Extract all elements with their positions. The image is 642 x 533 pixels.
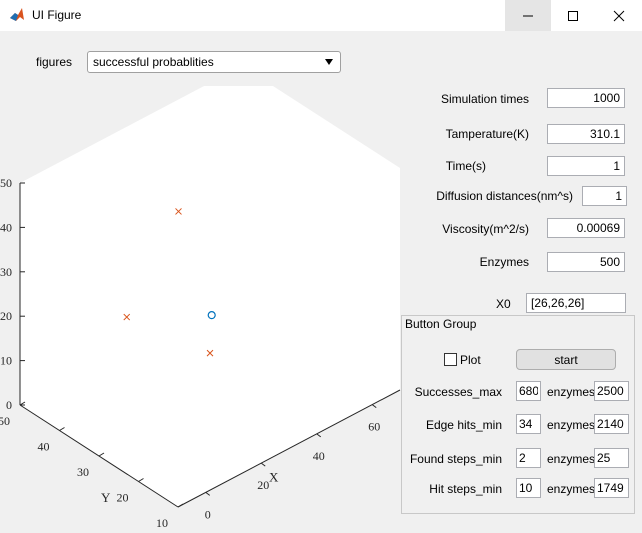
- window-title: UI Figure: [32, 8, 82, 22]
- matlab-logo-icon: [9, 7, 25, 23]
- found-steps-enzymes-label: enzymes: [547, 452, 596, 466]
- plot-checkbox[interactable]: [444, 353, 457, 366]
- x-tick-label: 40: [313, 449, 325, 463]
- y-tick-label: 10: [156, 516, 168, 530]
- y-axis-label: Y: [101, 490, 111, 505]
- close-button[interactable]: [596, 0, 642, 31]
- scatter-point-circle: [207, 311, 216, 320]
- dropdown-arrow-icon: [325, 59, 333, 65]
- y-tick-label: 50: [0, 414, 10, 428]
- x-tick-label: 60: [368, 420, 380, 434]
- diffusion-distances-label: Diffusion distances(nm^s): [436, 189, 573, 203]
- simulation-times-field[interactable]: [547, 88, 625, 108]
- edge-hits-min-label: Edge hits_min: [425, 418, 502, 432]
- x-tick-label: 0: [205, 507, 211, 521]
- x-tick-mark: [205, 491, 211, 496]
- found-steps-enzymes-field[interactable]: [594, 448, 629, 468]
- enzymes-label: Enzymes: [479, 255, 529, 269]
- z-tick-label: 30: [0, 265, 12, 279]
- figures-dropdown[interactable]: successful probablities: [87, 51, 341, 73]
- x-tick-mark: [371, 404, 377, 409]
- plot-checkbox-label: Plot: [460, 353, 481, 367]
- x-axis-label: X: [269, 470, 279, 485]
- x-tick-mark: [316, 433, 322, 438]
- figures-label: figures: [36, 55, 73, 69]
- figures-selected: successful probablities: [93, 55, 214, 69]
- time-label: Time(s): [445, 159, 486, 173]
- edge-hits-enzymes-label: enzymes: [547, 418, 596, 432]
- viscosity-label: Viscosity(m^2/s): [442, 222, 529, 236]
- y-tick-mark: [177, 503, 184, 508]
- hit-steps-enzymes-label: enzymes: [547, 482, 596, 496]
- temperature-label: Tamperature(K): [445, 127, 529, 141]
- maximize-icon: [568, 10, 578, 21]
- successes-max-field[interactable]: [516, 381, 541, 401]
- scatter-point-x-stroke: [175, 208, 182, 215]
- minimize-button[interactable]: [505, 0, 551, 31]
- scatter-point-x: [123, 313, 131, 321]
- y-tick-label: 40: [38, 440, 50, 454]
- plot-box-background: [20, 86, 400, 507]
- close-icon: [613, 10, 625, 21]
- successes-max-label: Successes_max: [414, 385, 502, 399]
- x-tick-label: 20: [257, 478, 269, 492]
- time-field[interactable]: [547, 156, 625, 176]
- z-tick-label: 0: [6, 398, 12, 412]
- y-tick-label: 30: [77, 465, 89, 479]
- maximize-button[interactable]: [550, 0, 596, 31]
- enzymes-field[interactable]: [547, 252, 625, 272]
- y-tick-mark: [59, 427, 65, 431]
- scatter-point-x: [175, 208, 182, 215]
- y-tick-mark: [98, 452, 105, 457]
- scatter-point-x-stroke: [206, 349, 214, 357]
- successes-enzymes-label: enzymes: [547, 385, 596, 399]
- z-tick-label: 20: [0, 309, 12, 323]
- z-tick-label: 50: [0, 176, 12, 190]
- y-tick-mark: [138, 478, 144, 482]
- found-steps-min-field[interactable]: [516, 448, 541, 468]
- z-tick-label: 10: [0, 354, 12, 368]
- z-tick-label: 40: [0, 220, 12, 234]
- temperature-field[interactable]: [547, 124, 625, 144]
- successes-enzymes-field[interactable]: [594, 381, 629, 401]
- viscosity-field[interactable]: [547, 218, 625, 238]
- scatter-point-x-stroke: [123, 313, 131, 321]
- x-tick-mark: [260, 462, 266, 467]
- x0-field[interactable]: [526, 293, 626, 313]
- x-axis-line: [177, 389, 401, 508]
- button-group-panel: [401, 315, 635, 514]
- hit-steps-enzymes-field[interactable]: [594, 478, 629, 498]
- y-tick-label: 20: [117, 491, 129, 505]
- hit-steps-min-field[interactable]: [516, 478, 541, 498]
- button-group-title: Button Group: [405, 317, 477, 331]
- hit-steps-min-label: Hit steps_min: [429, 482, 502, 496]
- edge-hits-enzymes-field[interactable]: [594, 414, 629, 434]
- found-steps-min-label: Found steps_min: [409, 452, 502, 466]
- edge-hits-min-field[interactable]: [516, 414, 541, 434]
- scatter-3d-plot[interactable]: 0 20 40 60 10 20 30 40 50 0 10 20 30 40 50 X Y: [0, 86, 410, 533]
- start-button[interactable]: start: [516, 349, 616, 370]
- scatter-point-x: [206, 349, 214, 357]
- diffusion-distances-field[interactable]: [582, 186, 627, 206]
- title-bar: UI Figure: [0, 0, 642, 31]
- simulation-times-label: Simulation times: [440, 92, 529, 106]
- x0-label: X0: [496, 297, 511, 311]
- minimize-icon: [523, 15, 533, 16]
